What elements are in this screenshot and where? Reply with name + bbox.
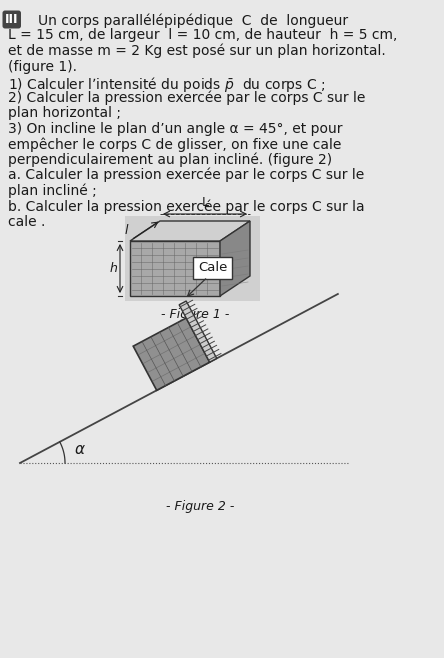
Text: empêcher le corps C de glisser, on fixe une cale: empêcher le corps C de glisser, on fixe … bbox=[8, 137, 341, 151]
Polygon shape bbox=[179, 301, 217, 362]
Polygon shape bbox=[133, 318, 210, 390]
Text: 1) Calculer l’intensité du poids $\bar{p}$  du corps C ;: 1) Calculer l’intensité du poids $\bar{p… bbox=[8, 75, 325, 94]
Text: (figure 1).: (figure 1). bbox=[8, 59, 77, 74]
Text: l: l bbox=[124, 224, 128, 238]
Text: 3) On incline le plan d’un angle α = 45°, et pour: 3) On incline le plan d’un angle α = 45°… bbox=[8, 122, 342, 136]
Polygon shape bbox=[125, 216, 260, 301]
Text: - Figure 1 -: - Figure 1 - bbox=[161, 308, 229, 321]
Text: L: L bbox=[202, 196, 209, 209]
Text: b. Calculer la pression exercée par le corps C sur la: b. Calculer la pression exercée par le c… bbox=[8, 199, 365, 213]
Text: perpendiculairement au plan incliné. (figure 2): perpendiculairement au plan incliné. (fi… bbox=[8, 153, 332, 167]
Polygon shape bbox=[130, 221, 250, 241]
Text: Cale: Cale bbox=[198, 261, 227, 274]
Polygon shape bbox=[220, 221, 250, 296]
Text: cale .: cale . bbox=[8, 215, 45, 228]
Text: 2) Calculer la pression exercée par le corps C sur le: 2) Calculer la pression exercée par le c… bbox=[8, 91, 365, 105]
Text: L = 15 cm, de largeur  l = 10 cm, de hauteur  h = 5 cm,: L = 15 cm, de largeur l = 10 cm, de haut… bbox=[8, 28, 397, 43]
Text: et de masse m = 2 Kg est posé sur un plan horizontal.: et de masse m = 2 Kg est posé sur un pla… bbox=[8, 44, 386, 59]
Text: - Figure 2 -: - Figure 2 - bbox=[166, 500, 234, 513]
Text: Un corps parallélépipédique  C  de  longueur: Un corps parallélépipédique C de longueu… bbox=[38, 13, 348, 28]
Text: a. Calculer la pression exercée par le corps C sur le: a. Calculer la pression exercée par le c… bbox=[8, 168, 364, 182]
Text: III: III bbox=[5, 13, 19, 26]
Text: plan incliné ;: plan incliné ; bbox=[8, 184, 97, 198]
Polygon shape bbox=[130, 241, 220, 296]
Text: α: α bbox=[75, 442, 85, 457]
Text: h: h bbox=[109, 262, 117, 275]
Text: plan horizontal ;: plan horizontal ; bbox=[8, 106, 121, 120]
